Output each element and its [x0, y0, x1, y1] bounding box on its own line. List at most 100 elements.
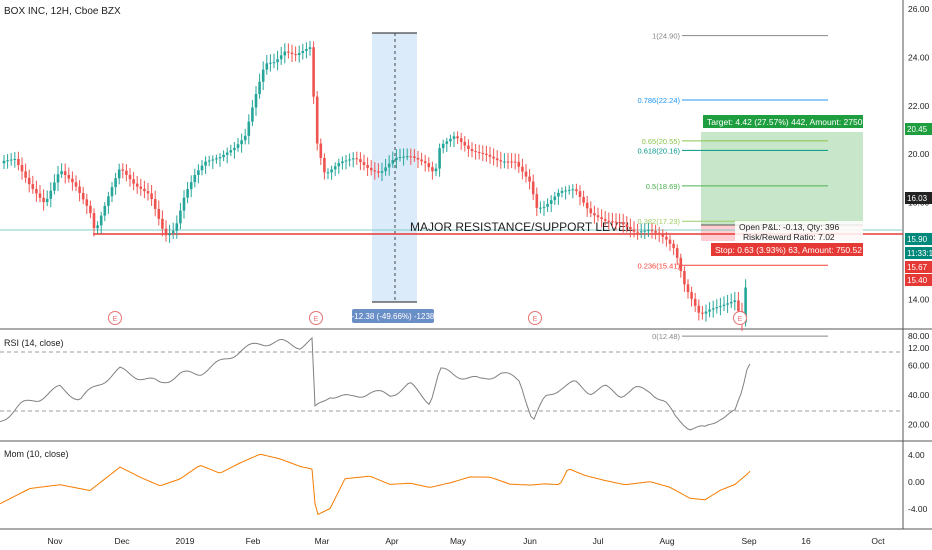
candle-body [632, 229, 636, 232]
price-badge-label: 15.90 [907, 235, 928, 244]
candle-body [31, 184, 35, 189]
mom-title: Mom (10, close) [4, 449, 69, 459]
candle-body [575, 189, 578, 192]
candle-body [333, 166, 337, 170]
price-badge [905, 247, 932, 259]
candle-body [189, 182, 193, 190]
candle-body [434, 168, 438, 172]
fib-level-label: 0.5(18.69) [646, 182, 681, 191]
candle-body [524, 171, 528, 177]
candle-body [319, 143, 323, 158]
candle-body [355, 158, 359, 160]
fib-level-label: 0.786(22.24) [637, 96, 680, 105]
open-pl-label: Open P&L: -0.13, Qty: 396 [739, 222, 839, 232]
candle-body [103, 205, 107, 216]
candle-body [240, 140, 243, 145]
candle-body [445, 141, 449, 144]
candle-body [643, 230, 647, 232]
candle-body [301, 50, 305, 53]
candle-body [470, 148, 474, 152]
candle-body [474, 151, 477, 153]
candle-body [614, 221, 618, 223]
candle-body [495, 158, 499, 161]
candle-body [697, 305, 701, 313]
candle-body [182, 197, 186, 211]
fib-level-label: 0.236(15.41) [637, 261, 680, 270]
candle-body [722, 304, 726, 306]
candle-body [690, 292, 693, 299]
candle-body [279, 55, 283, 60]
candle-body [704, 311, 708, 314]
time-axis[interactable]: Nov Dec 2019 Feb Mar Apr May Jun Jul Aug Sep 16 Oct [47, 536, 885, 546]
candle-body [348, 159, 351, 161]
fib-level-label: 0.65(20.55) [642, 137, 681, 146]
candle-body [679, 257, 683, 272]
candle-body [38, 193, 42, 198]
price-badge [905, 233, 932, 245]
candle-body [153, 199, 157, 209]
candle-body [204, 161, 207, 166]
time-axis-label: Aug [659, 536, 674, 546]
candle-body [593, 213, 596, 216]
candle-body [290, 52, 294, 55]
candle-body [222, 154, 225, 158]
candle-body [60, 171, 63, 175]
candle-body [305, 48, 308, 51]
candle-body [9, 159, 13, 161]
candle-body [71, 178, 74, 183]
candle-body [135, 183, 139, 187]
time-axis-label: Nov [47, 536, 63, 546]
candle-body [193, 175, 197, 183]
candle-body [650, 230, 654, 232]
candlestick-series [2, 40, 747, 331]
candle-body [452, 136, 456, 139]
fibonacci-retracement[interactable]: 1(24.90) 0.786(22.24) 0.65(20.55)0.618(20.… [637, 32, 828, 342]
rsi-line [0, 336, 751, 431]
candle-body [283, 51, 287, 56]
target-zone[interactable] [701, 132, 863, 225]
candle-body [553, 196, 557, 201]
candle-body [366, 164, 369, 168]
candle-body [463, 141, 467, 146]
candle-body [74, 182, 78, 187]
candle-body [701, 312, 704, 314]
candle-body [373, 170, 377, 172]
candle-body [683, 271, 686, 285]
candle-body [236, 144, 240, 148]
candle-body [567, 189, 571, 191]
candle-body [269, 62, 272, 64]
price-badge-label: 15.67 [907, 263, 928, 272]
candle-body [438, 148, 441, 169]
candle-body [744, 287, 747, 323]
fib-level-label: 0.618(20.16) [637, 146, 680, 155]
earnings-marker-label: E [533, 316, 538, 323]
candle-body [485, 153, 488, 155]
candle-body [668, 239, 672, 244]
candle-body [125, 170, 128, 175]
candle-body [6, 160, 9, 162]
candle-body [85, 199, 89, 206]
candle-body [211, 159, 215, 161]
candle-body [423, 161, 427, 164]
candle-body [258, 81, 261, 94]
candle-body [459, 138, 463, 142]
candle-body [420, 159, 423, 162]
mom-line [0, 453, 751, 516]
candle-body [197, 170, 200, 176]
candle-body [481, 152, 485, 154]
candle-body [611, 221, 614, 223]
candle-body [384, 167, 387, 172]
candle-body [326, 172, 330, 174]
rsi-tick-label: 60.00 [908, 361, 930, 371]
candle-body [107, 196, 110, 206]
candle-body [661, 234, 665, 237]
time-axis-label: Feb [246, 536, 261, 546]
candle-body [618, 222, 621, 224]
candle-body [589, 208, 593, 214]
candle-body [114, 178, 117, 188]
candle-body [729, 301, 733, 304]
candle-body [121, 169, 125, 171]
price-tick-label: 22.00 [908, 101, 930, 111]
